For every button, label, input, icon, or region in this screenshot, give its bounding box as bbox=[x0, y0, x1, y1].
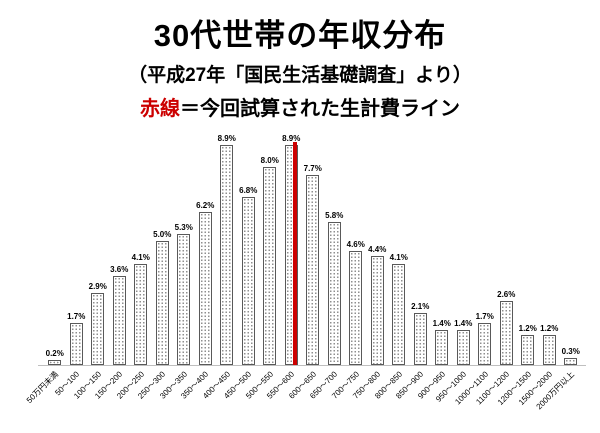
bar-value-label: 7.7% bbox=[303, 164, 322, 173]
bar-value-label: 2.6% bbox=[497, 290, 516, 299]
bar-value-label: 1.7% bbox=[475, 312, 494, 321]
bar bbox=[435, 330, 449, 365]
bar bbox=[220, 145, 234, 365]
bar bbox=[478, 323, 492, 365]
bar bbox=[456, 330, 470, 365]
red-line-legend: 赤線＝今回試算された生計費ライン bbox=[0, 92, 600, 121]
bar bbox=[48, 360, 62, 365]
bar bbox=[327, 222, 341, 365]
bar bbox=[69, 323, 83, 365]
bar-value-label: 4.6% bbox=[346, 240, 365, 249]
bar-value-label: 2.9% bbox=[88, 282, 107, 291]
red-threshold-line bbox=[293, 142, 298, 365]
bar-value-label: 1.2% bbox=[540, 324, 559, 333]
bar-value-label: 1.4% bbox=[454, 319, 473, 328]
bar bbox=[349, 251, 363, 365]
bar bbox=[263, 167, 277, 365]
bar-value-label: 8.9% bbox=[282, 134, 301, 143]
bar bbox=[370, 256, 384, 365]
bar bbox=[542, 335, 556, 365]
bar-value-label: 0.3% bbox=[561, 347, 580, 356]
bar bbox=[499, 301, 513, 365]
bar bbox=[198, 212, 212, 365]
bar bbox=[91, 293, 105, 365]
bar bbox=[177, 234, 191, 365]
chart-title: 30代世帯の年収分布 bbox=[153, 18, 447, 53]
bar bbox=[241, 197, 255, 365]
bar-value-label: 0.2% bbox=[45, 349, 64, 358]
bar bbox=[413, 313, 427, 365]
bar bbox=[392, 264, 406, 365]
bar-value-label: 4.1% bbox=[131, 253, 150, 262]
chart-subtitle: （平成27年「国民生活基礎調査」より） bbox=[128, 65, 472, 86]
bar bbox=[134, 264, 148, 365]
red-line-legend-rest-text: ＝今回試算された生計費ライン bbox=[180, 98, 460, 120]
bar-value-label: 1.2% bbox=[518, 324, 537, 333]
bar-value-label: 3.6% bbox=[110, 265, 129, 274]
bar-value-label: 5.8% bbox=[325, 211, 344, 220]
red-line-legend-red-text: 赤線 bbox=[140, 98, 180, 120]
bar bbox=[306, 175, 320, 365]
bar-value-label: 6.2% bbox=[196, 201, 215, 210]
bar-value-label: 4.4% bbox=[368, 245, 387, 254]
bar-value-label: 5.0% bbox=[153, 230, 172, 239]
bar bbox=[521, 335, 535, 365]
bar bbox=[564, 358, 578, 365]
bar bbox=[155, 241, 169, 365]
bar-value-label: 8.9% bbox=[217, 134, 236, 143]
bar bbox=[112, 276, 126, 365]
bar-value-label: 5.3% bbox=[174, 223, 193, 232]
bar-value-label: 6.8% bbox=[239, 186, 258, 195]
bar-value-label: 4.1% bbox=[389, 253, 408, 262]
bar-value-label: 8.0% bbox=[260, 156, 279, 165]
bar-value-label: 1.4% bbox=[432, 319, 451, 328]
bar-value-label: 2.1% bbox=[411, 302, 430, 311]
x-axis-line bbox=[38, 365, 586, 366]
bar-value-label: 1.7% bbox=[67, 312, 86, 321]
